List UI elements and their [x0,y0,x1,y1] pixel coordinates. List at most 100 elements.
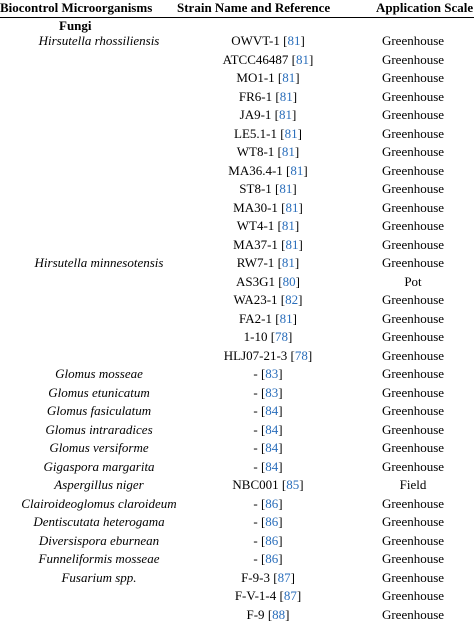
reference-link[interactable]: 83 [265,384,279,400]
strain-cell: - [84] [253,440,283,455]
table-row: WA23-1 [82] Greenhouse [0,291,474,309]
strain-name: WT8-1 [236,144,275,159]
reference-link[interactable]: 78 [275,329,289,344]
table-row: ST8-1 [81] Greenhouse [0,180,474,198]
strain-name: F-9-3 [241,569,270,585]
scale-cell: Greenhouse [381,551,445,566]
scale-cell: Pot [404,273,422,289]
reference-link[interactable]: 84 [265,440,279,455]
strain-cell: LE5.1-1 [81] [234,125,302,141]
reference-link[interactable]: 82 [285,292,299,307]
reference-link[interactable]: 81 [279,310,293,326]
strain-name: F-9 [246,606,265,622]
reference-link[interactable]: 80 [282,273,296,289]
header-rule [0,17,474,18]
scale-cell: Greenhouse [381,125,445,141]
reference-link[interactable]: 81 [279,107,293,122]
reference-link[interactable]: 81 [282,70,296,85]
scale-cell: Greenhouse [381,181,445,196]
strain-cell: AS3G1 [80] [236,273,300,289]
strain-cell: MO1-1 [81] [236,70,300,85]
scale-cell: Field [399,477,427,492]
strain-name: MO1-1 [236,70,275,85]
reference-link[interactable]: 81 [287,33,301,48]
strain-name: WA23-1 [233,292,278,307]
strain-cell: - [83] [253,384,283,400]
strain-name: AS3G1 [236,273,276,289]
reference-link[interactable]: 81 [279,88,293,104]
organism-cell: Glomus intraradices [45,421,153,437]
reference-link[interactable]: 81 [295,51,309,67]
strain-name: MA36.4-1 [228,162,283,178]
strain-name: - [253,403,258,418]
reference-link[interactable]: 85 [286,477,300,492]
organism-cell: Diversispora eburnean [38,532,160,548]
reference-link[interactable]: 86 [265,532,279,548]
table-row: MA30-1 [81] Greenhouse [0,199,474,217]
table-row: Diversispora eburnean - [86] Greenhouse [0,532,474,550]
table-row: MA36.4-1 [81] Greenhouse [0,162,474,180]
organism-cell: Glomus mosseae [55,366,143,381]
table-row: FR6-1 [81] Greenhouse [0,88,474,106]
reference-link[interactable]: 81 [281,144,295,159]
scale-cell: Greenhouse [381,532,445,548]
table-row: Aspergillus niger NBC001 [85] Field [0,476,474,494]
strain-cell: F-9-3 [87] [241,569,295,585]
reference-link[interactable]: 86 [265,495,279,511]
strain-name: ATCC46487 [222,51,289,67]
reference-link[interactable]: 78 [294,347,308,363]
reference-link[interactable]: 81 [281,255,295,270]
reference-link[interactable]: 81 [284,125,298,141]
reference-link[interactable]: 87 [277,569,291,585]
table-row: MA37-1 [81] Greenhouse [0,236,474,254]
strain-name: FR6-1 [238,88,273,104]
scale-cell: Greenhouse [381,421,445,437]
reference-link[interactable]: 81 [279,181,293,196]
reference-link[interactable]: 88 [272,606,286,622]
organism-cell: Aspergillus niger [54,477,144,492]
table-row: JA9-1 [81] Greenhouse [0,106,474,124]
reference-link[interactable]: 81 [285,199,299,215]
scale-cell: Greenhouse [381,51,445,67]
scale-cell: Greenhouse [381,329,445,344]
scale-cell: Greenhouse [381,458,445,474]
scale-cell: Greenhouse [381,310,445,326]
strain-cell: - [84] [253,458,283,474]
reference-link[interactable]: 86 [265,551,279,566]
strain-cell: - [84] [253,421,283,437]
organism-cell: Fusarium spp. [61,569,137,585]
scale-cell: Greenhouse [381,384,445,400]
reference-link[interactable]: 83 [265,366,279,381]
strain-cell: - [86] [253,514,283,529]
table-row: Clairoideoglomus claroideum - [86] Greenho… [0,495,474,513]
scale-cell: Greenhouse [381,366,445,381]
strain-cell: ST8-1 [81] [239,181,297,196]
table-row: Fusarium spp. F-9-3 [87] Greenhouse [0,569,474,587]
strain-cell: NBC001 [85] [232,477,304,492]
reference-link[interactable]: 84 [265,421,279,437]
scale-cell: Greenhouse [381,606,445,622]
table-row: ATCC46487 [81] Greenhouse [0,51,474,69]
strain-cell: MA30-1 [81] [233,199,303,215]
table-row: Hirsutella minnesotensis RW7-1 [81] Greenh… [0,254,474,272]
strain-name: - [253,532,258,548]
scale-cell: Greenhouse [381,162,445,178]
table-row: F-V-1-4 [87] Greenhouse [0,587,474,605]
reference-link[interactable]: 84 [265,403,279,418]
strain-name: F-V-1-4 [234,588,277,603]
reference-link[interactable]: 81 [281,218,295,233]
table-row: Gigaspora margarita - [84] Greenhouse [0,458,474,476]
reference-link[interactable]: 81 [290,162,304,178]
scale-cell: Greenhouse [381,403,445,418]
reference-link[interactable]: 84 [265,458,279,474]
table-row: MO1-1 [81] Greenhouse [0,69,474,87]
reference-link[interactable]: 86 [265,514,279,529]
header-strain: Strain Name and Reference [177,0,331,15]
strain-name: - [253,495,258,511]
strain-name: ST8-1 [239,181,272,196]
reference-link[interactable]: 81 [285,236,299,252]
strain-cell: MA37-1 [81] [233,236,303,252]
table-row: Glomus intraradices - [84] Greenhouse [0,421,474,439]
reference-link[interactable]: 87 [283,588,297,603]
strain-cell: F-9 [88] [246,606,290,622]
